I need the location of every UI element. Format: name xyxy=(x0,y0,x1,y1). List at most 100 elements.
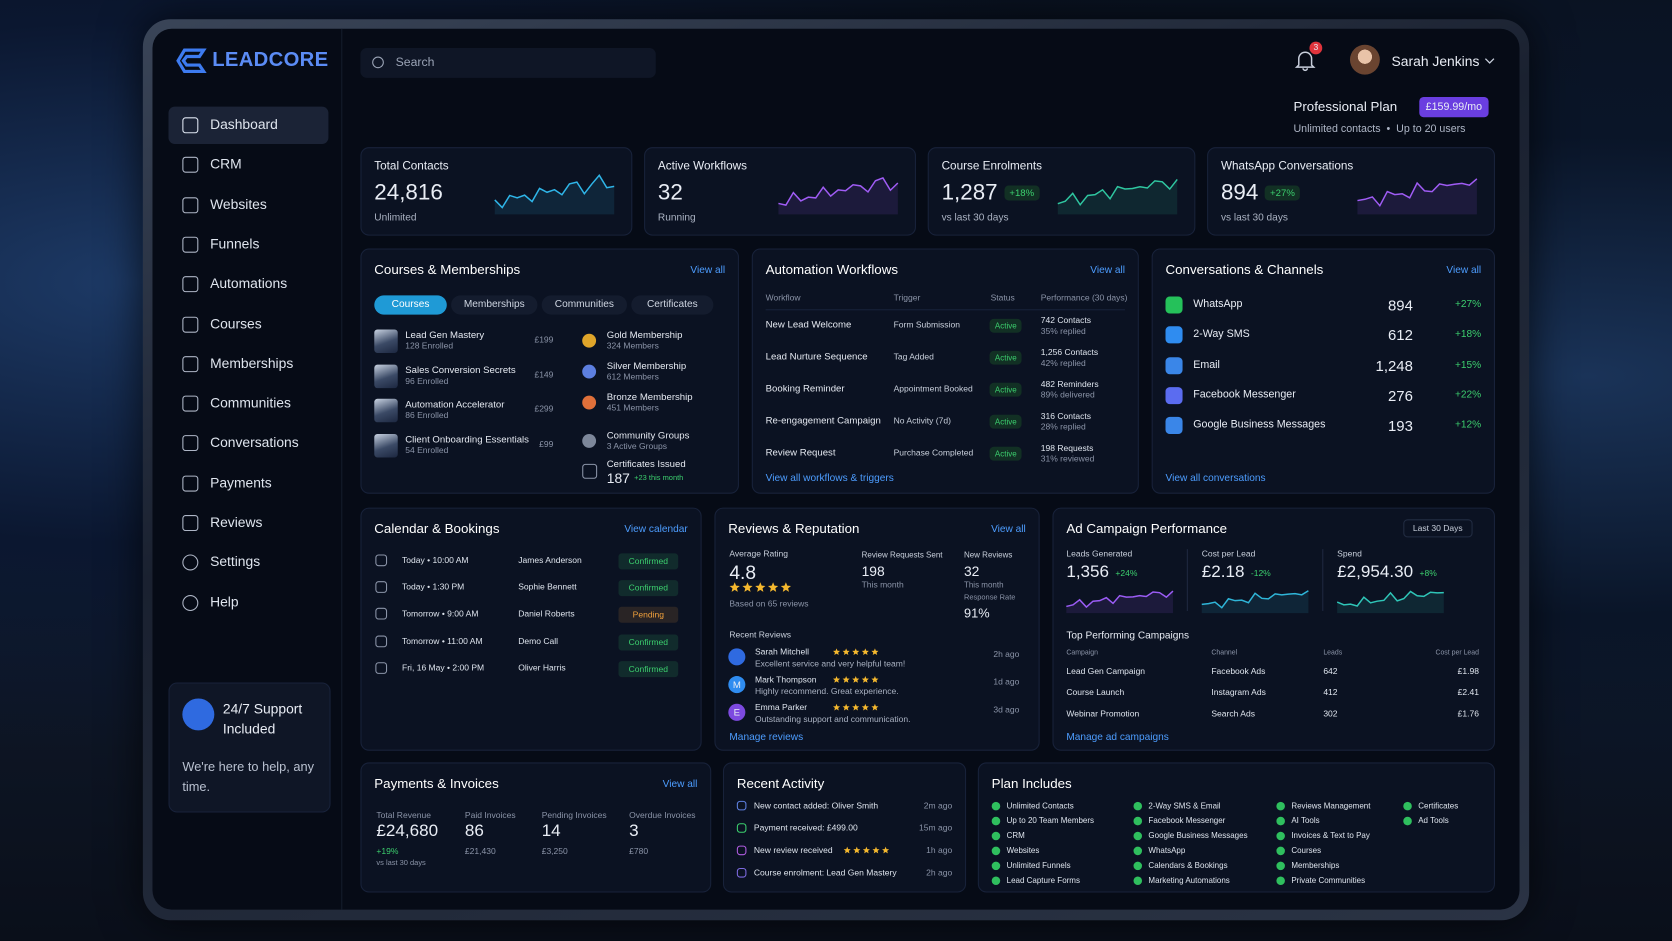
nav-item[interactable]: Dashboard xyxy=(210,116,278,133)
search-box[interactable]: Search xyxy=(360,47,656,78)
workflow-performance: 1,256 Contacts xyxy=(1040,347,1099,358)
plan-feature: Up to 20 Team Members xyxy=(1006,815,1095,826)
panel-title: Recent Activity xyxy=(736,776,825,792)
metric-label: Overdue Invoices xyxy=(629,810,696,821)
tab[interactable]: Certificates xyxy=(631,295,714,315)
tab[interactable]: Communities xyxy=(541,295,628,315)
column-header: Status xyxy=(990,293,1015,303)
plan-feature: Private Communities xyxy=(1291,875,1366,886)
sparkline xyxy=(1357,178,1478,215)
activity-icon xyxy=(736,845,747,856)
user-name[interactable]: Sarah Jenkins xyxy=(1391,53,1480,70)
nav-item[interactable]: Funnels xyxy=(210,235,260,252)
nav-item[interactable]: Help xyxy=(210,593,239,610)
campaign-cell: Lead Gen Campaign xyxy=(1066,666,1146,677)
polygon-shape xyxy=(861,703,869,711)
sidebar-divider xyxy=(341,28,343,910)
metric-label: Paid Invoices xyxy=(464,810,516,821)
calendar-icon xyxy=(375,661,388,674)
path-shape xyxy=(1201,590,1309,614)
activity-icon xyxy=(736,867,747,878)
workflow-name: Lead Nurture Sequence xyxy=(765,350,868,362)
date-range-select[interactable]: Last 30 Days xyxy=(1403,519,1473,538)
calendar-icon xyxy=(375,581,388,594)
workflow-status: Active xyxy=(989,382,1023,397)
footer-link[interactable]: Manage reviews xyxy=(729,731,804,744)
polygon-shape xyxy=(833,648,841,656)
nav-item[interactable]: Reviews xyxy=(210,513,263,530)
review-text: Outstanding support and communication. xyxy=(754,714,911,725)
nav-item[interactable]: Courses xyxy=(210,315,262,332)
channel-count: 1,248 xyxy=(1375,356,1413,374)
channel-icon xyxy=(1165,296,1183,314)
calendar-icon xyxy=(375,635,388,647)
view-all-link[interactable]: View all xyxy=(1090,264,1125,277)
footer-link[interactable]: Manage ad campaigns xyxy=(1066,731,1169,744)
star-rating xyxy=(833,703,879,711)
workflow-performance: 316 Contacts xyxy=(1040,411,1092,422)
stat-card: Total Contacts 24,816 Unlimited xyxy=(360,147,633,236)
sparkline xyxy=(778,177,899,215)
stat-value-row: 1,287 +18% xyxy=(942,180,1040,206)
view-all-link[interactable]: View calendar xyxy=(624,523,688,536)
polygon-shape xyxy=(843,846,851,854)
tab[interactable]: Courses xyxy=(374,295,447,315)
view-all-link[interactable]: View all xyxy=(690,264,726,277)
membership-detail: 324 Members xyxy=(606,341,659,351)
revenue-change: +19% xyxy=(376,846,399,857)
polygon-shape xyxy=(767,582,779,592)
path-shape xyxy=(1201,590,1309,609)
tab[interactable]: Memberships xyxy=(451,295,538,315)
stat-value: 24,816 xyxy=(374,180,443,205)
course-name: Automation Accelerator xyxy=(405,399,505,410)
star-rating xyxy=(729,582,792,592)
view-all-link[interactable]: View all xyxy=(991,523,1026,536)
nav-item[interactable]: Communities xyxy=(210,394,291,411)
stat-change: +18% xyxy=(1004,185,1040,201)
footer-link[interactable]: View all workflows & triggers xyxy=(765,472,894,485)
user-avatar[interactable] xyxy=(1349,44,1380,75)
nav-item[interactable]: Conversations xyxy=(210,434,299,451)
invoice-count: 3 xyxy=(629,822,639,841)
footer-link[interactable]: View all conversations xyxy=(1165,472,1266,485)
campaign-cell: 412 xyxy=(1323,687,1338,698)
booking-time: Fri, 16 May • 2:00 PM xyxy=(402,663,485,673)
automation-panel: Automation Workflows View all Workflow Trig… xyxy=(751,248,1139,494)
polygon-shape xyxy=(842,648,850,656)
plan-price-badge[interactable]: £159.99/mo xyxy=(1419,97,1489,118)
path-shape xyxy=(778,177,899,207)
check-icon xyxy=(1276,801,1285,811)
campaign-cell: 302 xyxy=(1323,709,1338,719)
metric-note: This month xyxy=(861,580,904,590)
channel-count: 193 xyxy=(1387,417,1413,435)
nav-item[interactable]: Settings xyxy=(210,553,261,570)
review-time: 2h ago xyxy=(993,649,1020,659)
nav-item[interactable]: Memberships xyxy=(210,354,294,371)
nav-item[interactable]: CRM xyxy=(210,156,242,172)
activity-text: Course enrolment: Lead Gen Mastery xyxy=(753,867,897,878)
check-icon xyxy=(1276,816,1285,826)
plan-feature: Calendars & Bookings xyxy=(1148,860,1228,871)
view-all-link[interactable]: View all xyxy=(662,778,698,791)
invoice-amount: £3,250 xyxy=(541,846,568,857)
workflow-status: Active xyxy=(989,350,1023,365)
view-all-link[interactable]: View all xyxy=(1446,264,1482,277)
polygon-shape xyxy=(872,846,880,854)
search-icon xyxy=(372,56,384,69)
column-header: Leads xyxy=(1323,649,1343,657)
path-shape xyxy=(1057,179,1178,207)
workflow-detail: 35% replied xyxy=(1040,326,1086,336)
membership-name: Silver Membership xyxy=(606,360,687,372)
sparkline xyxy=(1066,590,1174,614)
support-text: We're here to help, any time. xyxy=(182,759,315,795)
brand-name: LEADCORE xyxy=(212,49,329,72)
nav-item[interactable]: Automations xyxy=(210,275,288,292)
metric-label: Pending Invoices xyxy=(541,810,607,821)
stat-change: +27% xyxy=(1264,185,1301,201)
metric-label: Leads Generated xyxy=(1066,549,1133,559)
nav-item[interactable]: Payments xyxy=(210,474,272,491)
booking-status: Confirmed xyxy=(618,553,679,570)
nav-item[interactable]: Websites xyxy=(210,195,267,212)
metric-label: Review Requests Sent xyxy=(861,550,943,560)
campaign-cell: Course Launch xyxy=(1066,687,1125,698)
